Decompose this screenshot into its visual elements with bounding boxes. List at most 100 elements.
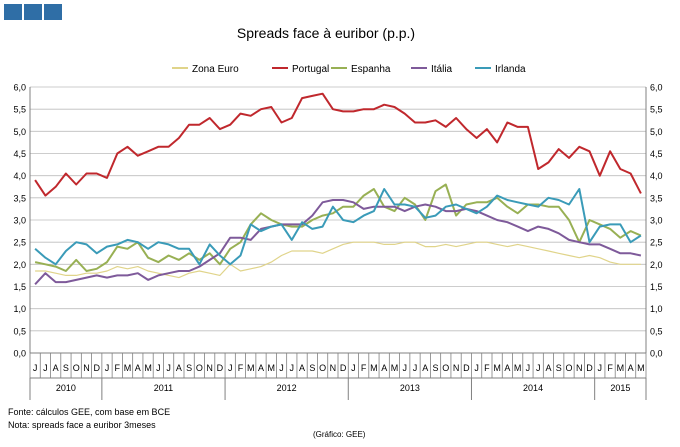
series-line-portugal [34,92,642,197]
y-tick-label-right: 4,5 [650,149,663,159]
y-tick-label-left: 0,0 [13,349,26,359]
y-tick-label-right: 0,0 [650,349,663,359]
month-label: J [43,363,48,373]
legend: Zona Euro Portugal Espanha Itália Irlanda [172,64,526,75]
month-label: F [607,363,613,373]
logo-square-3 [44,4,62,20]
y-tick-label-right: 4,0 [650,171,663,181]
month-label: O [565,363,572,373]
month-label: D [586,363,593,373]
y-tick-label-left: 2,5 [13,238,26,248]
month-label: O [442,363,449,373]
legend-label: Zona Euro [192,64,239,75]
month-label: N [83,363,90,373]
y-tick-label-right: 6,0 [650,83,663,93]
month-label: S [309,363,315,373]
month-label: D [340,363,347,373]
legend-label: Irlanda [495,64,526,75]
month-label: F [361,363,367,373]
year-label: 2013 [400,383,420,393]
month-label: M [493,363,501,373]
month-label: F [484,363,490,373]
month-label: A [299,363,305,373]
y-tick-label-left: 3,0 [13,216,26,226]
y-tick-label-left: 4,0 [13,171,26,181]
month-label: M [144,363,152,373]
month-label: M [514,363,522,373]
month-label: S [63,363,69,373]
month-label: J [413,363,418,373]
y-tick-label-right: 0,5 [650,326,663,336]
month-label: J [228,363,233,373]
month-label: D [217,363,224,373]
y-tick-label-left: 1,0 [13,304,26,314]
year-label: 2011 [154,383,173,393]
year-label: 2014 [523,383,543,393]
month-label: J [402,363,407,373]
series-line-irlanda [34,188,642,266]
month-label: F [115,363,121,373]
note-text: Nota: spreads face a euribor 3meses [8,420,156,430]
y-tick-label-right: 1,5 [650,282,663,292]
month-label: J [105,363,110,373]
month-label: J [536,363,541,373]
y-axis-left: 0,0 0,5 1,0 1,5 2,0 2,5 3,0 3,5 4,0 4,5 5,0 5,5 6,0 [13,83,26,359]
month-label: A [504,363,510,373]
month-label: M [637,363,645,373]
month-label: D [463,363,470,373]
month-label: S [433,363,439,373]
month-label: M [268,363,276,373]
month-label: A [381,363,387,373]
y-tick-label-left: 2,0 [13,260,26,270]
month-label: O [73,363,80,373]
legend-label: Itália [431,64,453,75]
month-label: A [176,363,182,373]
y-tick-label-left: 4,5 [13,149,26,159]
credit-text: (Gráfico: GEE) [313,430,366,439]
month-label: N [206,363,213,373]
month-label: A [628,363,634,373]
y-tick-label-left: 5,0 [13,127,26,137]
y-tick-label-right: 3,0 [650,216,663,226]
y-tick-label-right: 2,5 [650,238,663,248]
month-label: N [453,363,460,373]
month-label: N [330,363,337,373]
y-tick-label-right: 2,0 [650,260,663,270]
legend-label: Portugal [292,64,329,75]
month-label: M [370,363,378,373]
logo-square-1 [4,4,22,20]
month-label: M [617,363,625,373]
series-lines [34,92,642,285]
year-label: 2015 [610,383,630,393]
month-label: J [474,363,479,373]
month-label: M [247,363,255,373]
y-tick-label-left: 3,5 [13,193,26,203]
month-label: J [156,363,161,373]
chart-title: Spreads face à euribor (p.p.) [237,25,415,41]
y-tick-label-right: 3,5 [650,193,663,203]
month-label: J [166,363,171,373]
month-label: N [576,363,583,373]
y-tick-label-right: 5,0 [650,127,663,137]
y-axis-right: 0,0 0,5 1,0 1,5 2,0 2,5 3,0 3,5 4,0 4,5 5,0 5,5 6,0 [650,83,663,359]
y-tick-label-left: 6,0 [13,83,26,93]
year-label: 2012 [277,383,297,393]
logo-square-2 [24,4,42,20]
month-label: O [319,363,326,373]
month-label: O [196,363,203,373]
month-label: J [290,363,295,373]
month-label: M [124,363,132,373]
month-label: A [53,363,59,373]
y-tick-label-right: 5,5 [650,105,663,115]
month-label: M [391,363,399,373]
month-label: S [186,363,192,373]
month-label: J [279,363,284,373]
legend-label: Espanha [351,64,391,75]
year-label: 2010 [56,383,76,393]
month-label: A [135,363,141,373]
month-label: S [556,363,562,373]
series-line-it-lia [34,199,642,285]
month-label: J [598,363,603,373]
